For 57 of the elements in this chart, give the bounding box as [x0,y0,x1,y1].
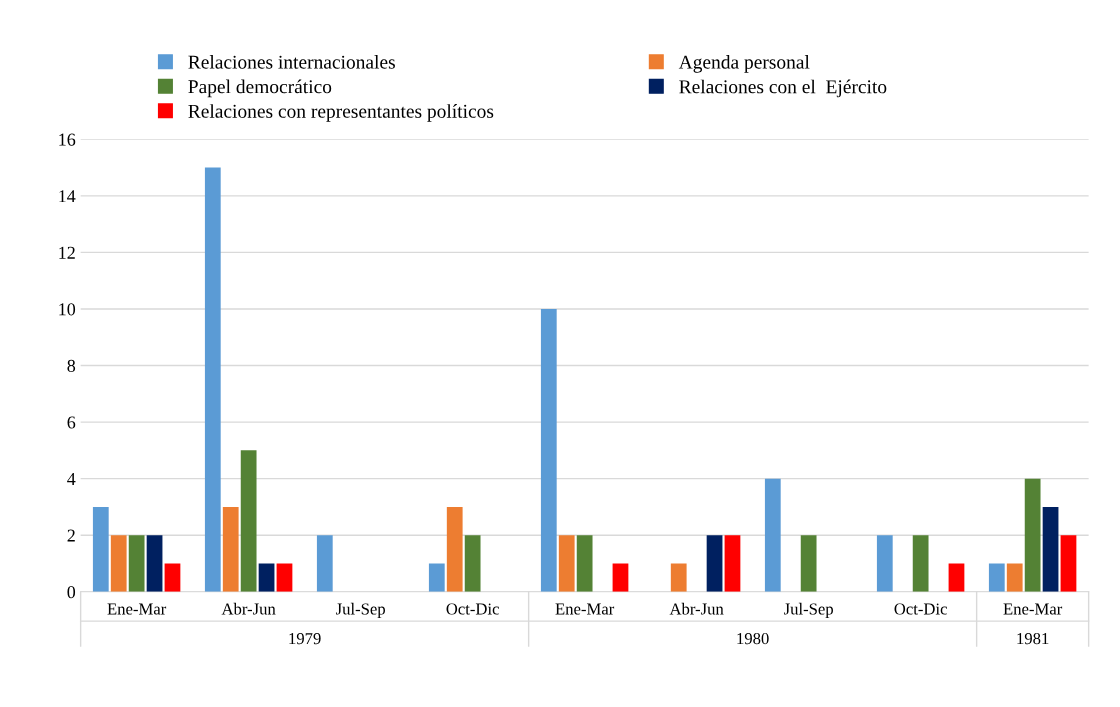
y-tick-label: 12 [59,246,75,259]
bar [1024,478,1041,592]
legend-label: Relaciones con representantes políticos [188,104,494,122]
bar [446,506,463,592]
bar [800,535,817,592]
bar [764,478,781,592]
bar [1006,563,1023,592]
bar [948,563,965,592]
bar [146,535,163,592]
x-tick-label: Oct-Dic [446,603,499,615]
text: 1979 [289,633,321,645]
x-tick-label: Abr-Jun [669,602,724,615]
bar [1060,535,1077,592]
x-tick-label: Abr-Jun [221,602,276,615]
x-tick-label: Ene-Mar [1003,603,1063,615]
x-tick-label: Ene-Mar [107,603,167,615]
bar [276,563,293,592]
bar [316,535,333,592]
y-tick-label: 0 [67,586,76,599]
bar [558,535,575,592]
y-tick-label: 4 [67,473,76,485]
bar [164,563,181,592]
bar [576,535,593,592]
bar [258,563,275,592]
bar [1042,506,1059,592]
bar [540,308,557,592]
text: 1981 [1017,632,1049,645]
y-tick-label: 8 [67,359,76,372]
bar [128,535,145,592]
y-tick-label: 16 [59,133,76,146]
legend-label: Relaciones internacionales [188,55,395,69]
legend-label: Agenda personal [678,55,810,73]
y-tick-label: 6 [67,416,76,429]
bar [612,563,629,592]
bar [912,535,929,592]
y-tick-label: 10 [59,303,76,316]
x-tick-label: Jul-Sep [783,602,833,618]
bar [876,535,893,592]
bar [706,535,723,592]
bar [240,450,257,592]
bar [92,506,109,592]
y-tick-label: 2 [67,529,75,542]
x-tick-label: Oct-Dic [894,603,947,615]
legend-label: Relaciones con el Ejército [679,79,887,98]
bar [670,563,687,592]
x-tick-label: Jul-Sep [335,602,385,618]
text: 1980 [737,632,769,645]
bar [222,506,239,592]
bar [110,535,127,592]
bar [988,563,1005,592]
bar [464,535,481,592]
legend-label: Papel democrático [188,79,332,98]
x-tick-label: Ene-Mar [555,603,615,615]
y-tick-label: 14 [59,190,76,203]
bar [204,167,221,592]
bar [724,535,741,592]
bar [428,563,445,592]
